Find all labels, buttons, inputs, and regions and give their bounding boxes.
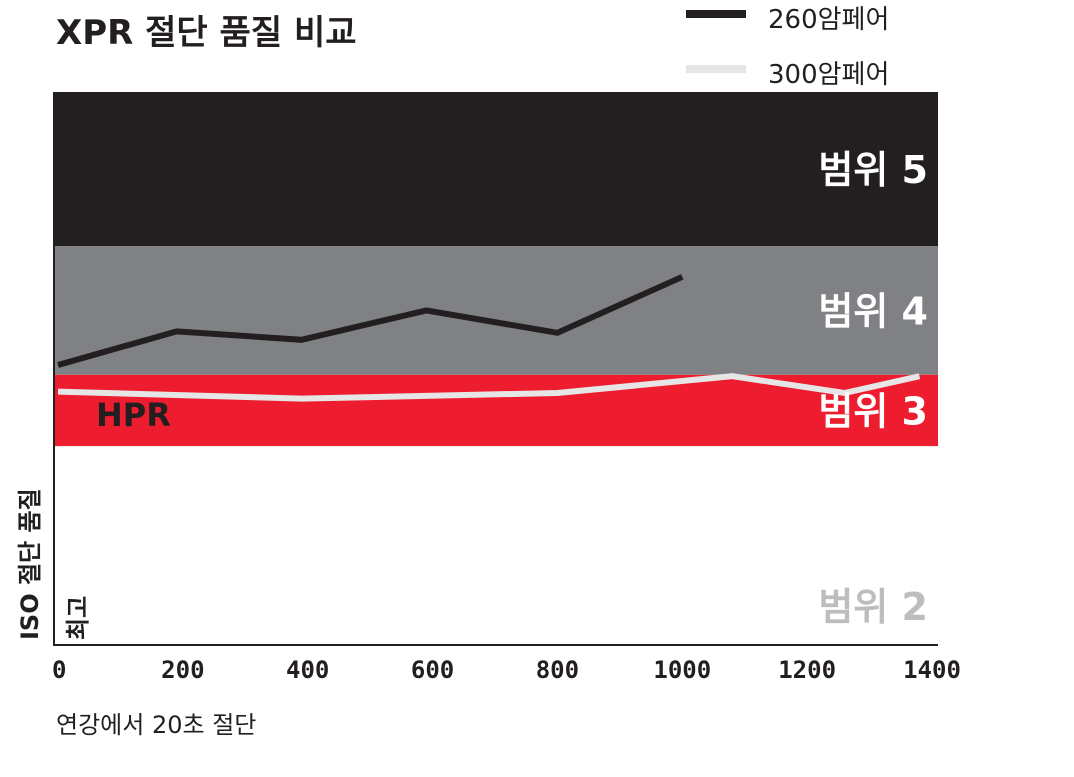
x-tick-800: 800	[536, 656, 579, 684]
series-line-1	[57, 373, 921, 402]
band-labels: 범위 5 범위 4 범위 3 범위 2	[818, 148, 928, 629]
x-tick-400: 400	[286, 656, 329, 684]
series-label-hpr: HPR	[96, 396, 171, 434]
legend-label-260: 260암페어	[768, 5, 889, 35]
chart-title: XPR 절단 품질 비교	[56, 13, 357, 53]
x-tick-600: 600	[411, 656, 454, 684]
band-5	[55, 92, 938, 246]
legend: 260암페어 300암페어	[686, 5, 889, 90]
series-label-xpr: XPR	[96, 526, 169, 564]
x-axis-label: 연강에서 20초 절단	[56, 711, 256, 739]
y-axis-label: ISO 절단 품질	[16, 488, 44, 640]
x-tick-1000: 1000	[653, 656, 711, 684]
band-label-3: 범위 3	[818, 390, 928, 434]
series-lines	[57, 274, 921, 402]
legend-label-300: 300암페어	[768, 60, 889, 90]
band-label-4: 범위 4	[818, 289, 928, 333]
band-label-5: 범위 5	[818, 148, 928, 192]
y-axis-best-label: 최고	[64, 596, 92, 640]
range-bands	[55, 92, 938, 645]
x-tick-labels: 0 200 400 600 800 1000 1200 1400	[52, 656, 961, 684]
band-label-2: 범위 2	[818, 585, 928, 629]
x-tick-1400: 1400	[903, 656, 961, 684]
x-tick-200: 200	[161, 656, 204, 684]
band-2	[55, 446, 938, 645]
x-tick-1200: 1200	[778, 656, 836, 684]
series-labels: HPR XPR	[96, 396, 171, 564]
legend-swatch-300	[686, 65, 746, 73]
x-tick-0: 0	[52, 656, 66, 684]
legend-swatch-260	[686, 10, 746, 18]
band-4	[55, 246, 938, 375]
series-line-0	[57, 274, 684, 368]
